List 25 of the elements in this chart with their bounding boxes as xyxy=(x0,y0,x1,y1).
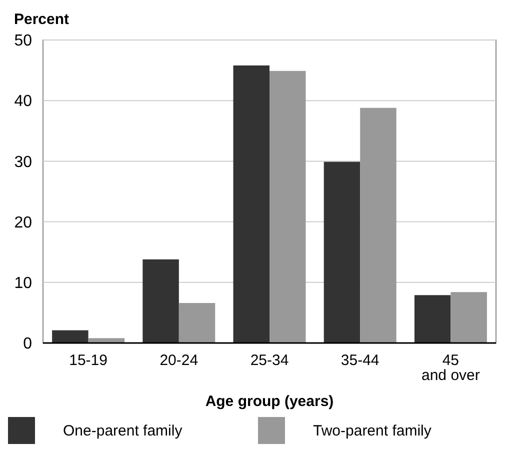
y-tick-label: 40 xyxy=(14,93,32,110)
bar xyxy=(233,65,270,343)
y-tick-label: 30 xyxy=(14,154,32,171)
bar xyxy=(52,330,88,343)
y-axis-title: Percent xyxy=(14,11,70,28)
bar xyxy=(142,259,179,343)
x-tick-label: 45 and over xyxy=(422,352,480,384)
bar xyxy=(178,303,216,343)
legend-label: One-parent family xyxy=(63,422,183,440)
y-tick-label: 10 xyxy=(14,275,32,292)
y-tick-label: 20 xyxy=(14,214,32,232)
y-tick-label: 50 xyxy=(14,32,32,50)
x-tick-label: 15-19 xyxy=(69,352,108,369)
bar xyxy=(450,292,487,343)
y-tick-label: 0 xyxy=(23,336,32,353)
bar xyxy=(360,108,396,343)
bar xyxy=(88,338,125,343)
x-tick-label: 20-24 xyxy=(160,352,198,369)
x-tick-label: 25-34 xyxy=(250,352,289,369)
legend-label: Two-parent family xyxy=(313,422,432,440)
bar xyxy=(324,162,360,343)
x-axis-title: Age group (years) xyxy=(205,393,334,410)
bar xyxy=(414,295,451,343)
x-tick-label: 35-44 xyxy=(340,352,380,369)
bar xyxy=(270,70,306,343)
